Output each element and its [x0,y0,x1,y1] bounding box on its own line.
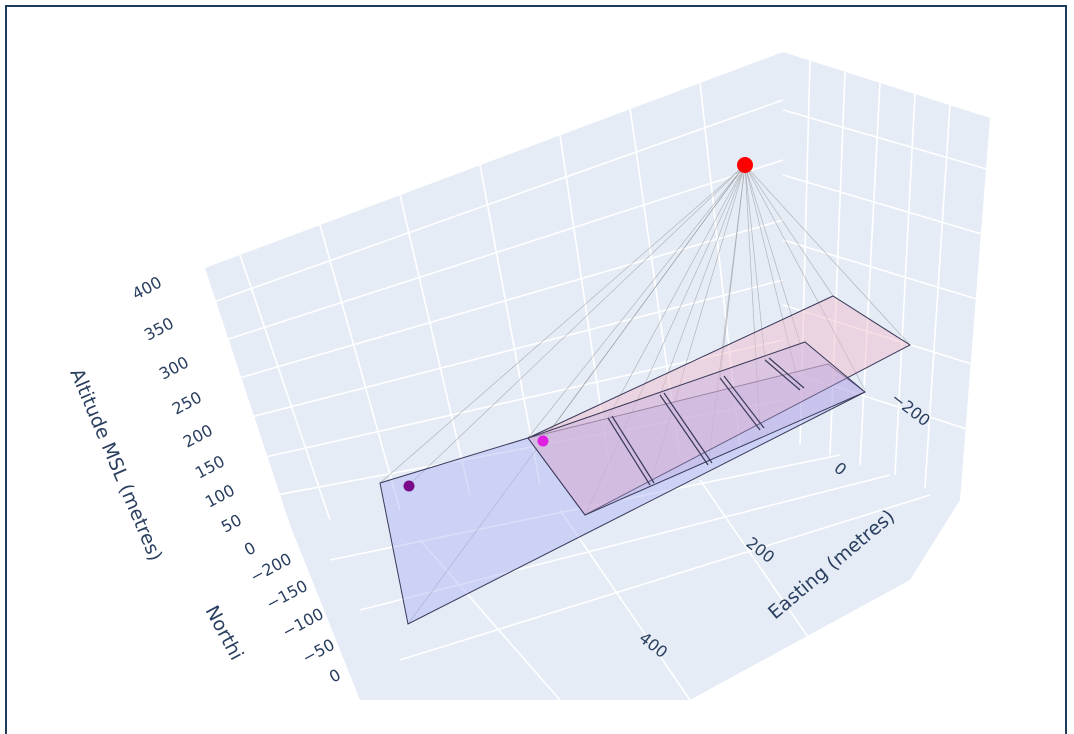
gridlines [204,59,991,701]
camera-point [737,157,753,173]
y-tick-label: −150 [263,576,311,613]
z-tick-label: 0 [241,538,259,560]
back-wall-right [783,52,990,500]
floor-plane [290,440,960,700]
z-axis-title: Altitude MSL (metres) [65,365,166,564]
z-tick-label: 150 [192,451,228,482]
z-tick-label: 100 [202,480,238,511]
tile-separators [607,357,805,486]
z-tick-label: 200 [180,420,216,451]
z-tick-label: 50 [218,510,245,536]
purple-footprint-surface [527,341,866,516]
z-tick-label: 250 [169,387,205,418]
z-tick-label: 300 [156,352,192,383]
target-point-purple [403,480,415,492]
y-axis-title: Northi [201,602,248,664]
y-tick-label: −100 [279,604,327,641]
y-tick-label: 0 [326,665,344,687]
sight-lines [379,164,911,625]
z-tick-label: 400 [129,272,165,303]
z-tick-label: 350 [141,313,177,344]
target-point-magenta [537,435,549,447]
y-tick-label: −50 [299,635,338,668]
